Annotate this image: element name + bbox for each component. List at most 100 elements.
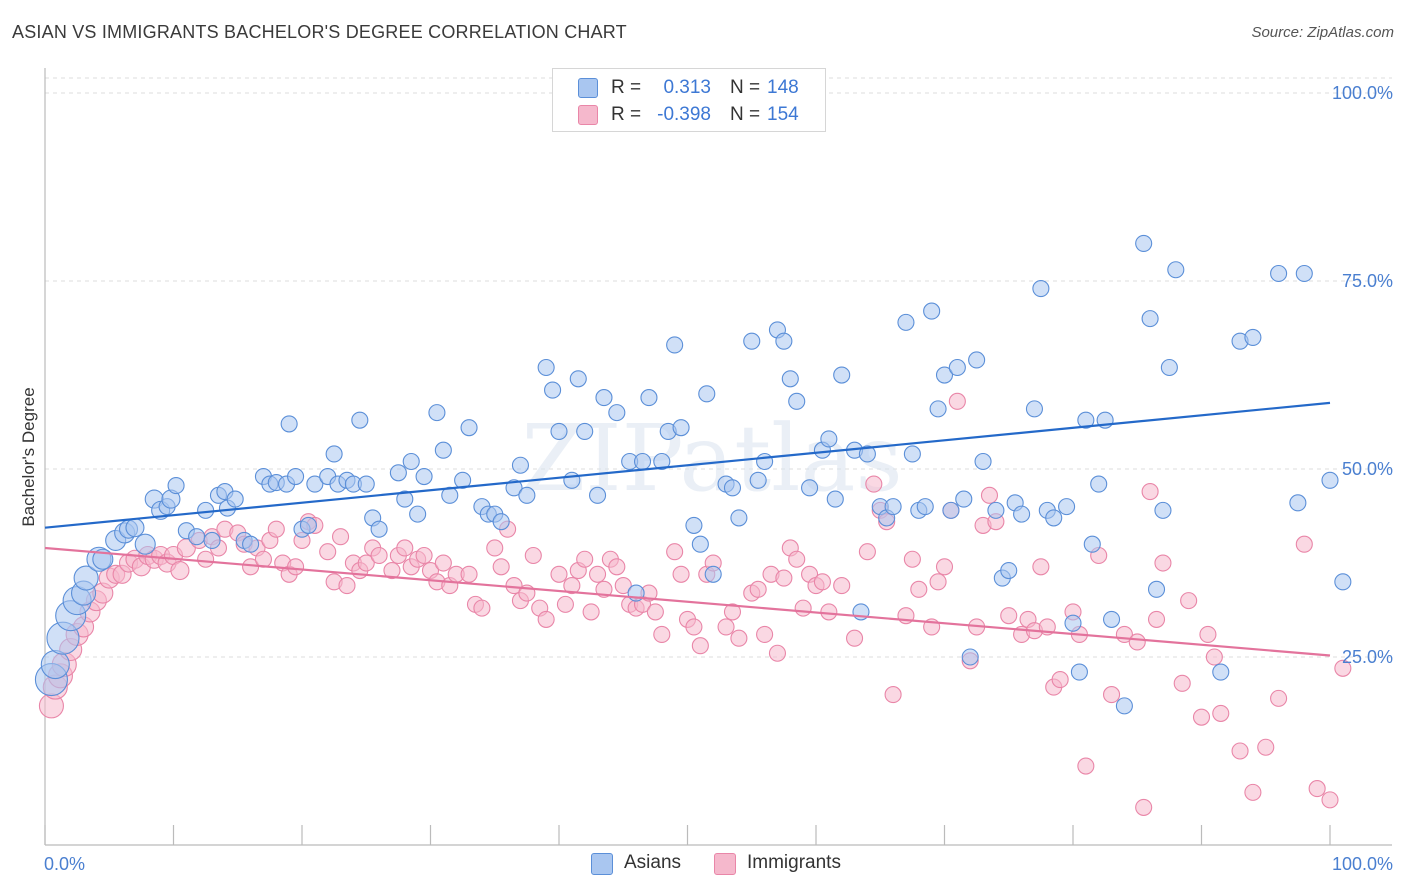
asians-point bbox=[569, 370, 587, 388]
immigrants-point bbox=[717, 618, 735, 636]
asians-point bbox=[1334, 573, 1352, 591]
asians-point bbox=[633, 452, 652, 471]
immigrants-point bbox=[556, 595, 574, 613]
immigrants-point bbox=[1103, 686, 1121, 704]
immigrants-point bbox=[434, 554, 452, 572]
immigrants-legend-swatch bbox=[714, 853, 736, 875]
immigrants-point bbox=[492, 558, 510, 576]
immigrants-point bbox=[646, 603, 664, 621]
asians-point bbox=[576, 422, 594, 440]
asians-point bbox=[903, 445, 921, 463]
asians-point bbox=[1083, 535, 1101, 553]
asians-point bbox=[167, 477, 185, 495]
n-label: N = bbox=[730, 77, 761, 98]
immigrants-point bbox=[980, 486, 999, 504]
asians-point bbox=[1160, 358, 1178, 377]
immigrants-point bbox=[383, 561, 401, 580]
asians-point bbox=[537, 358, 555, 377]
asians-point bbox=[563, 471, 581, 489]
asians-point bbox=[73, 565, 99, 591]
asians-point bbox=[454, 471, 472, 489]
y-axis-label: Bachelor's Degree bbox=[19, 387, 38, 526]
immigrants-point bbox=[582, 603, 600, 621]
immigrants-trend-line bbox=[44, 546, 1331, 657]
asians-point bbox=[1058, 498, 1076, 516]
immigrants-point bbox=[865, 475, 883, 493]
asians-point bbox=[492, 513, 510, 531]
asians-point bbox=[974, 452, 992, 471]
y-tick-label: 50.0% bbox=[1342, 459, 1393, 479]
asians-point bbox=[242, 535, 260, 553]
immigrants-point bbox=[691, 637, 709, 655]
asians-point bbox=[640, 389, 658, 407]
immigrants-point bbox=[357, 554, 375, 572]
x-tick-label: 0.0% bbox=[44, 854, 85, 874]
asians-point bbox=[749, 471, 767, 489]
immigrants-point bbox=[1192, 708, 1211, 726]
asians-point bbox=[1115, 697, 1133, 715]
asians-point bbox=[897, 313, 915, 331]
immigrants-point bbox=[1244, 783, 1262, 801]
immigrants-point bbox=[813, 573, 831, 591]
asians-point bbox=[916, 498, 934, 516]
asians-point bbox=[389, 464, 407, 482]
asians-point bbox=[325, 445, 343, 463]
immigrants-point bbox=[1270, 689, 1288, 707]
tick-labels: 25.0% 50.0% 75.0% 100.0% 0.0% 100.0% bbox=[44, 83, 1393, 874]
asians-point bbox=[40, 649, 70, 680]
immigrants-point bbox=[775, 569, 793, 587]
asians-point bbox=[608, 404, 626, 422]
asians-point bbox=[595, 389, 613, 407]
immigrants-swatch bbox=[578, 105, 598, 125]
asians-point bbox=[942, 501, 960, 519]
n-value: 154 bbox=[767, 104, 799, 125]
immigrants-point bbox=[749, 580, 767, 598]
asians-point bbox=[518, 486, 536, 504]
y-tick-label: 100.0% bbox=[1332, 83, 1393, 103]
asians-point bbox=[1321, 471, 1339, 489]
asians-point bbox=[434, 441, 452, 459]
asians-point bbox=[801, 479, 819, 497]
asians-point bbox=[409, 505, 427, 523]
immigrants-point bbox=[1147, 610, 1166, 628]
asians-point bbox=[1289, 494, 1307, 512]
asians-point bbox=[698, 385, 716, 403]
immigrants-point bbox=[1334, 659, 1352, 677]
asians-point bbox=[125, 518, 145, 538]
asians-point bbox=[357, 475, 375, 493]
asians-point bbox=[306, 475, 324, 493]
asians-point bbox=[929, 400, 947, 418]
immigrants-point bbox=[910, 580, 928, 598]
immigrants-point bbox=[1135, 798, 1153, 816]
immigrants-point bbox=[1032, 558, 1050, 576]
immigrants-point bbox=[884, 686, 902, 704]
asians-point bbox=[1103, 610, 1121, 628]
asians-point bbox=[511, 456, 530, 474]
immigrants-point bbox=[1154, 554, 1172, 572]
immigrants-point bbox=[537, 610, 555, 628]
immigrants-point bbox=[903, 550, 921, 568]
asians-point bbox=[743, 332, 761, 350]
asians-point bbox=[460, 419, 478, 437]
asians-point bbox=[968, 351, 986, 369]
immigrants-point bbox=[1000, 607, 1018, 625]
immigrants-point bbox=[473, 599, 491, 617]
asians-point bbox=[1295, 264, 1313, 283]
asians-point bbox=[351, 411, 369, 429]
asians-point bbox=[961, 648, 979, 666]
immigrants-point bbox=[1308, 780, 1326, 798]
asians-point bbox=[1244, 328, 1262, 346]
asians-point bbox=[1064, 614, 1082, 632]
asians-point bbox=[820, 430, 838, 448]
asians-point bbox=[775, 332, 793, 350]
asians-legend-swatch bbox=[591, 853, 613, 875]
legend-row-immigrants: R = -0.398 N = 154 bbox=[553, 101, 825, 127]
asians-point bbox=[1090, 475, 1108, 493]
asians-point bbox=[1154, 501, 1172, 519]
immigrants-point bbox=[415, 546, 433, 565]
immigrants-point bbox=[794, 599, 812, 617]
asians-point bbox=[723, 479, 742, 497]
asians-point bbox=[1147, 580, 1166, 598]
asians-point bbox=[935, 366, 954, 384]
immigrants-point bbox=[730, 629, 748, 647]
